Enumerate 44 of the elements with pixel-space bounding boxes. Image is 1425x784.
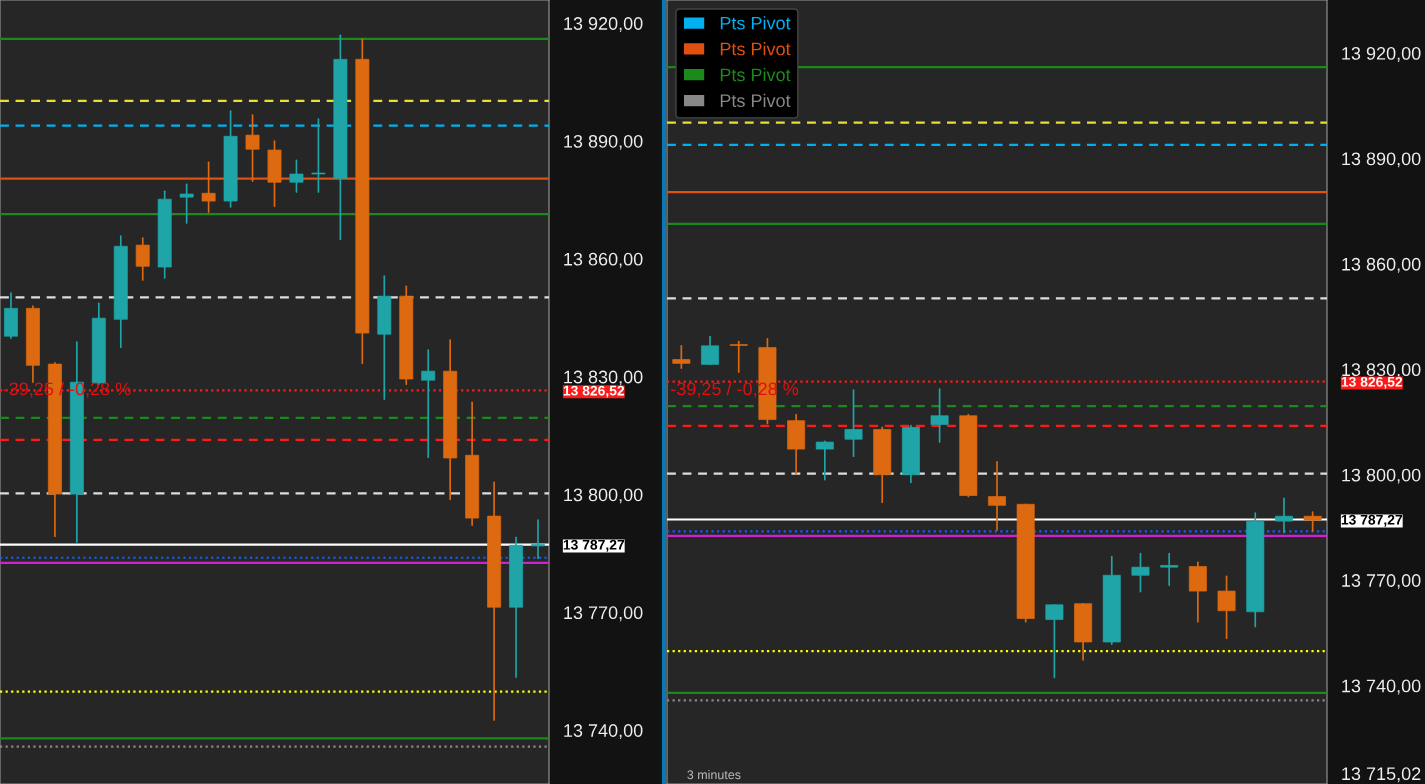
candlestick bbox=[672, 344, 691, 370]
y-tick-label: 13 890,00 bbox=[1342, 152, 1421, 168]
y-tick-label: 13 740,00 bbox=[564, 724, 643, 740]
legend-label: Pts Pivot bbox=[720, 93, 791, 108]
y-tick-label: 13 770,00 bbox=[1342, 574, 1421, 590]
candlestick bbox=[201, 161, 216, 213]
legend-label: Pts Pivot bbox=[720, 16, 791, 30]
candlestick bbox=[930, 388, 949, 443]
candlestick bbox=[1303, 511, 1322, 532]
y-tick-label: 13 860,00 bbox=[1342, 257, 1421, 273]
candlestick bbox=[179, 183, 194, 224]
candlestick bbox=[245, 114, 260, 182]
y-tick-label: 13 740,00 bbox=[1342, 679, 1421, 695]
candlestick bbox=[844, 389, 863, 457]
candlestick bbox=[988, 460, 1006, 531]
candlestick bbox=[1045, 603, 1064, 679]
candlestick bbox=[701, 335, 719, 366]
candlestick bbox=[1217, 575, 1236, 639]
candlestick bbox=[289, 159, 304, 193]
y-tick-label: 13 770,00 bbox=[564, 606, 643, 622]
y-tick-label: 13 920,00 bbox=[1342, 47, 1421, 62]
y-tick-label: 13 860,00 bbox=[564, 252, 643, 268]
y-tick-label: 13 715,02 bbox=[1342, 767, 1421, 783]
legend-label: Pts Pivot bbox=[720, 42, 791, 56]
candlestick bbox=[815, 440, 834, 481]
candlestick bbox=[135, 237, 150, 281]
y-tick-label: 13 920,00 bbox=[564, 17, 643, 33]
candlestick bbox=[1131, 552, 1150, 593]
candlestick bbox=[311, 118, 326, 193]
y-tick-label: 13 787,27 bbox=[563, 539, 625, 552]
candlestick bbox=[1275, 497, 1293, 534]
y-tick-label: 13 830,00 bbox=[564, 370, 643, 386]
y-tick-label: 13 826,52 bbox=[1341, 376, 1403, 389]
y-tick-label: 13 800,00 bbox=[564, 488, 643, 504]
legend-label: Pts Pivot bbox=[720, 67, 791, 82]
candlestick bbox=[1160, 552, 1179, 586]
annotation: 3 minutes bbox=[687, 770, 741, 780]
candlestick bbox=[421, 349, 436, 459]
candlestick bbox=[729, 340, 748, 373]
y-tick-label: 13 800,00 bbox=[1342, 468, 1421, 484]
y-tick-label: 13 890,00 bbox=[564, 134, 643, 150]
y-tick-label: 13 826,52 bbox=[563, 385, 625, 398]
candlestick bbox=[531, 519, 545, 559]
y-tick-label: 13 787,27 bbox=[1341, 514, 1403, 527]
